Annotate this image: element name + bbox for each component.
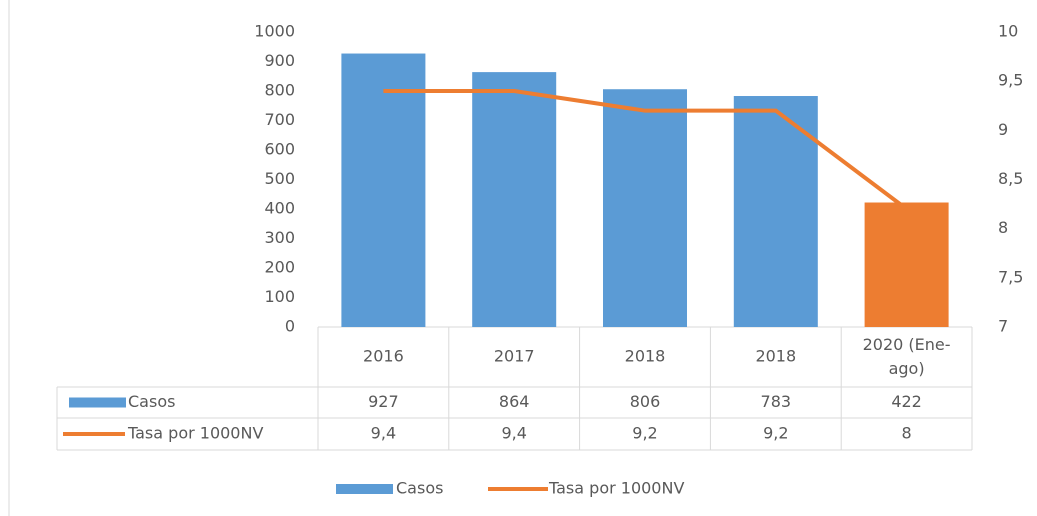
x-tick-label: 2020 (Ene-ago) xyxy=(863,335,951,378)
y-tick-label: 0 xyxy=(285,317,295,336)
table-value: 864 xyxy=(499,392,530,411)
table-legend-key xyxy=(69,397,126,408)
x-tick-label: 2018 xyxy=(755,347,796,366)
y-tick-label: 600 xyxy=(264,140,295,159)
y-tick-label: 500 xyxy=(264,169,295,188)
y2-tick-label: 9 xyxy=(998,120,1008,139)
y2-tick-label: 8,5 xyxy=(998,169,1023,188)
y2-tick-label: 7,5 xyxy=(998,267,1023,286)
bar xyxy=(864,202,949,327)
legend-key xyxy=(336,484,393,494)
table-value: 927 xyxy=(368,392,399,411)
y2-tick-label: 9,5 xyxy=(998,71,1023,90)
y-tick-label: 200 xyxy=(264,258,295,277)
table-value: 806 xyxy=(630,392,661,411)
y-tick-label: 400 xyxy=(264,199,295,218)
table-value: 783 xyxy=(761,392,792,411)
x-tick-label: 2018 xyxy=(625,347,666,366)
table-value: 9,4 xyxy=(501,424,526,443)
legend-label: Tasa por 1000NV xyxy=(548,479,684,498)
bar xyxy=(341,53,426,327)
x-tick-label: 2017 xyxy=(494,347,535,366)
table-value: 8 xyxy=(902,424,912,443)
table-value: 422 xyxy=(891,392,922,411)
y2-tick-label: 7 xyxy=(998,317,1008,336)
bar xyxy=(472,72,557,328)
y-tick-label: 300 xyxy=(264,228,295,247)
x-tick-label: 2016 xyxy=(363,347,404,366)
table-value: 9,2 xyxy=(763,424,788,443)
y-tick-label: 100 xyxy=(264,287,295,306)
y-tick-label: 1000 xyxy=(254,22,295,41)
bar xyxy=(603,89,687,327)
y-tick-label: 900 xyxy=(264,51,295,70)
table-value: 9,2 xyxy=(632,424,657,443)
bar xyxy=(733,96,818,327)
y-tick-label: 700 xyxy=(264,110,295,129)
table-value: 9,4 xyxy=(371,424,396,443)
legend-label: Casos xyxy=(396,479,443,498)
table-row-label: Casos xyxy=(128,392,175,411)
y2-tick-label: 8 xyxy=(998,218,1008,237)
y2-tick-label: 10 xyxy=(998,22,1018,41)
table-row-label: Tasa por 1000NV xyxy=(127,424,263,443)
y-tick-label: 800 xyxy=(264,81,295,100)
line xyxy=(383,89,908,211)
